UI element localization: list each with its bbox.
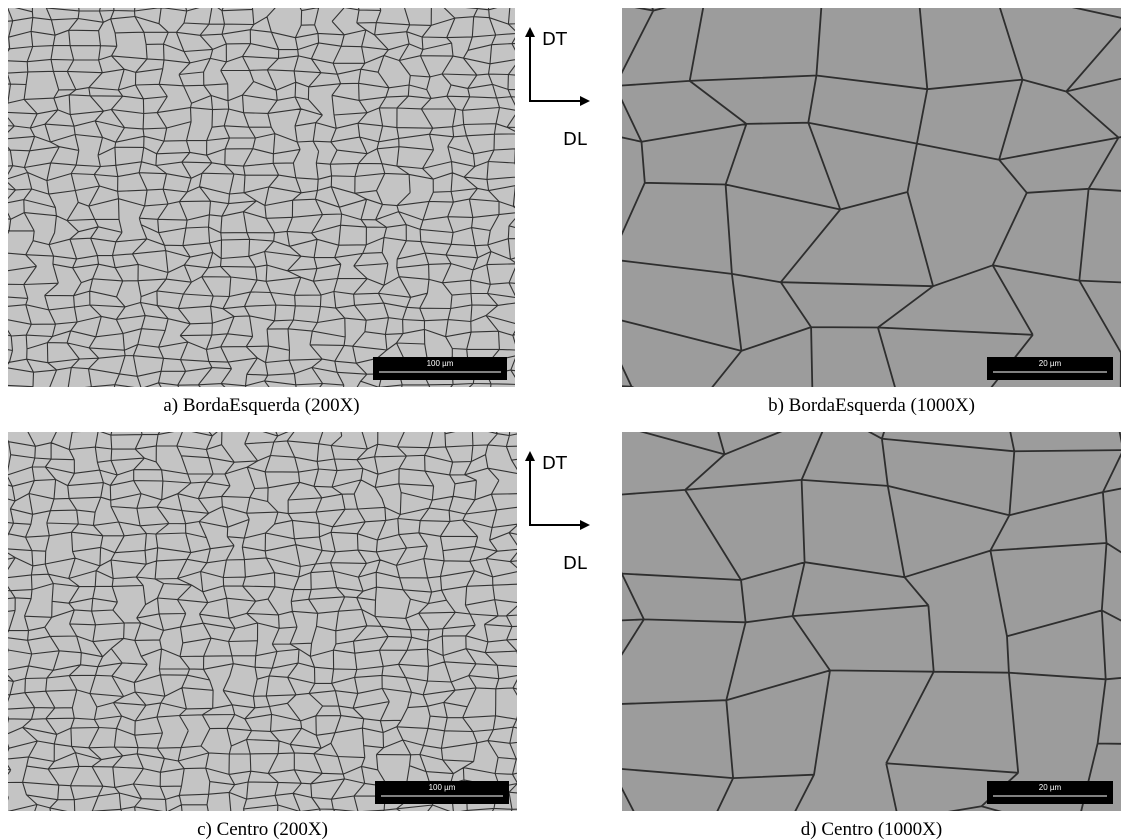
scale-bar-label: 20 µm — [1039, 359, 1062, 368]
panel-caption: b) BordaEsquerda (1000X) — [768, 395, 975, 416]
micrograph: 20 µm — [500, 0, 1121, 417]
scale-bar-label: 100 µm — [427, 359, 454, 368]
scale-bar-label: 100 µm — [429, 783, 456, 792]
panel-caption: a) BordaEsquerda (200X) — [163, 395, 359, 416]
panel-caption: d) Centro (1000X) — [801, 819, 942, 839]
orientation-axes: DT DL — [529, 453, 588, 574]
panel-caption: c) Centro (200X) — [197, 819, 328, 839]
axis-label: DT — [542, 29, 568, 50]
micrograph-bg — [622, 8, 1121, 387]
axis-label: DL — [563, 129, 587, 150]
micrograph: 20 µm — [496, 348, 1121, 839]
micrograph: 100 µm — [0, 416, 544, 827]
micrograph-bg — [8, 8, 515, 387]
page: {"panels": [ {"caption": "a) BordaEsquer… — [0, 0, 1121, 839]
axis-label: DL — [563, 553, 587, 574]
figure: 100 µm a) BordaEsquerda (200X) 20 µm b) Bor… — [0, 0, 1121, 839]
axis-label: DT — [542, 453, 568, 474]
micrograph: 100 µm — [0, 0, 543, 402]
scale-bar-label: 20 µm — [1039, 783, 1062, 792]
orientation-axes: DT DL — [529, 29, 588, 150]
